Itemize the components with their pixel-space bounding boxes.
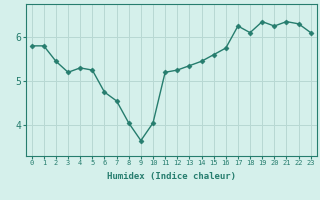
X-axis label: Humidex (Indice chaleur): Humidex (Indice chaleur) [107, 172, 236, 181]
